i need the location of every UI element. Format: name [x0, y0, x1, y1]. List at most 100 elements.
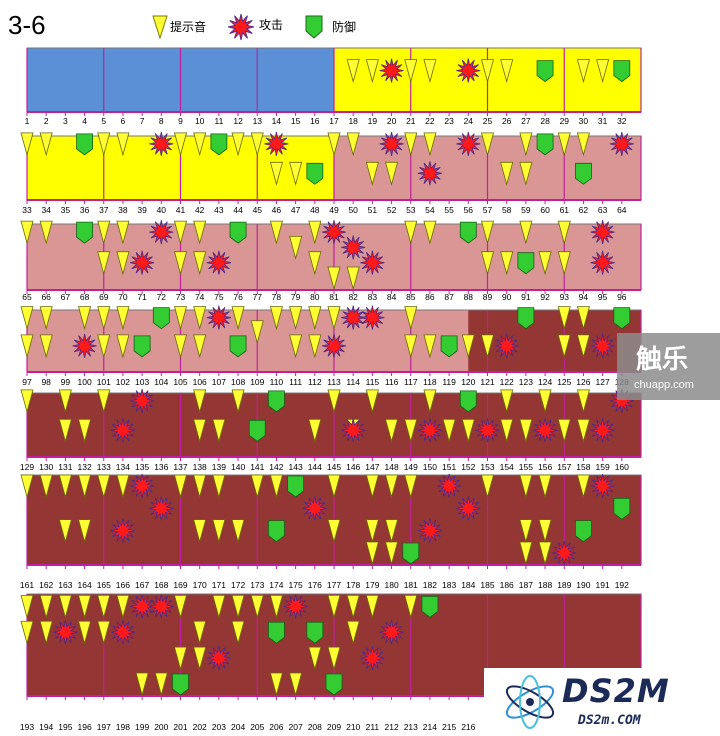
cue-triangle-icon — [231, 132, 245, 157]
beat-number: 153 — [480, 462, 494, 472]
cue-triangle-icon — [404, 334, 418, 359]
cue-triangle-icon — [557, 334, 571, 359]
beat-number: 186 — [500, 580, 514, 590]
cue-triangle-icon — [212, 418, 226, 443]
cue-triangle-icon — [193, 474, 207, 499]
cue-triangle-icon — [269, 306, 283, 331]
cue-triangle-icon — [365, 161, 379, 186]
beat-number: 140 — [231, 462, 245, 472]
beat-number: 8 — [159, 116, 164, 126]
beat-number: 9 — [178, 116, 183, 126]
attack-burst-icon — [590, 220, 615, 245]
beat-number: 135 — [135, 462, 149, 472]
beat-number: 25 — [483, 116, 493, 126]
attack-burst-icon — [494, 333, 519, 358]
cue-triangle-icon — [423, 334, 437, 359]
cue-triangle-icon — [78, 474, 92, 499]
beat-number: 19 — [368, 116, 378, 126]
cue-triangle-icon — [78, 594, 92, 619]
attack-burst-icon — [149, 131, 174, 156]
cue-triangle-icon — [173, 646, 188, 671]
cue-triangle-icon — [78, 620, 92, 645]
beat-number: 71 — [137, 292, 147, 302]
cue-triangle-icon — [404, 594, 418, 619]
attack-burst-icon — [130, 388, 155, 413]
beat-number: 94 — [579, 292, 589, 302]
cue-triangle-icon — [116, 334, 130, 359]
beat-number: 139 — [212, 462, 226, 472]
cue-triangle-icon — [39, 132, 53, 157]
cue-triangle-icon — [58, 594, 72, 619]
beat-number: 163 — [58, 580, 72, 590]
beat-number: 12 — [233, 116, 243, 126]
cue-triangle-icon — [97, 594, 111, 619]
beat-number: 41 — [176, 205, 186, 215]
beat-number: 197 — [97, 722, 111, 732]
beat-number: 92 — [540, 292, 550, 302]
cue-triangle-icon — [20, 334, 34, 359]
cue-triangle-icon — [173, 594, 188, 619]
beat-number: 118 — [423, 377, 437, 387]
attack-burst-icon — [417, 161, 442, 186]
cue-triangle-icon — [97, 220, 111, 245]
beat-number: 214 — [423, 722, 437, 732]
beat-number: 123 — [519, 377, 533, 387]
beat-number: 126 — [576, 377, 590, 387]
beat-number: 4 — [82, 116, 87, 126]
beat-number: 132 — [78, 462, 92, 472]
beat-number: 164 — [78, 580, 92, 590]
beat-number: 119 — [442, 377, 456, 387]
cue-triangle-icon — [193, 620, 207, 645]
beat-number: 152 — [461, 462, 475, 472]
attack-burst-icon — [53, 620, 78, 645]
defense-shield-icon — [305, 15, 323, 39]
beat-number: 36 — [80, 205, 90, 215]
cue-triangle-icon — [538, 389, 552, 414]
beat-number: 154 — [500, 462, 514, 472]
beat-number: 63 — [598, 205, 608, 215]
defense-shield-icon — [268, 520, 285, 543]
beat-number: 99 — [61, 377, 71, 387]
cue-triangle-icon — [58, 418, 72, 443]
beat-number: 199 — [135, 722, 149, 732]
legend-defense: 防御 — [305, 15, 356, 39]
legend-attack-label: 攻击 — [259, 18, 283, 32]
beat-number: 97 — [22, 377, 32, 387]
cue-triangle-icon — [423, 132, 437, 157]
defense-shield-icon — [210, 133, 228, 156]
beat-number: 5 — [101, 116, 106, 126]
beat-number: 157 — [557, 462, 571, 472]
attack-burst-icon — [552, 540, 577, 566]
cue-triangle-icon — [97, 132, 111, 157]
beat-number: 196 — [78, 722, 92, 732]
beat-number: 174 — [269, 580, 283, 590]
ds2m-logo: DS2M DS2m.COM — [484, 668, 720, 736]
beat-number: 32 — [617, 116, 627, 126]
beat-number: 15 — [291, 116, 301, 126]
beat-number: 215 — [442, 722, 456, 732]
cue-triangle-icon — [308, 334, 322, 359]
beat-number: 16 — [310, 116, 320, 126]
attack-burst-icon — [360, 250, 385, 275]
cue-triangle-icon — [385, 474, 399, 499]
beat-number: 209 — [327, 722, 341, 732]
beat-number: 184 — [461, 580, 475, 590]
cue-triangle-icon — [193, 251, 207, 276]
beat-number: 116 — [385, 377, 399, 387]
beat-number: 95 — [598, 292, 608, 302]
beat-number: 173 — [250, 580, 264, 590]
beat-number: 35 — [61, 205, 71, 215]
beat-number: 166 — [116, 580, 130, 590]
beat-number: 6 — [121, 116, 126, 126]
beat-number: 205 — [250, 722, 264, 732]
defense-shield-icon — [517, 307, 535, 330]
beat-number: 85 — [406, 292, 416, 302]
attack-burst-icon — [590, 473, 615, 498]
logo-panel — [484, 668, 720, 736]
attack-burst-icon — [379, 620, 404, 645]
beat-number: 121 — [480, 377, 494, 387]
cue-triangle-icon — [500, 418, 514, 443]
cue-triangle-icon — [193, 334, 207, 359]
cue-triangle-icon — [173, 474, 188, 499]
beat-number: 24 — [464, 116, 474, 126]
